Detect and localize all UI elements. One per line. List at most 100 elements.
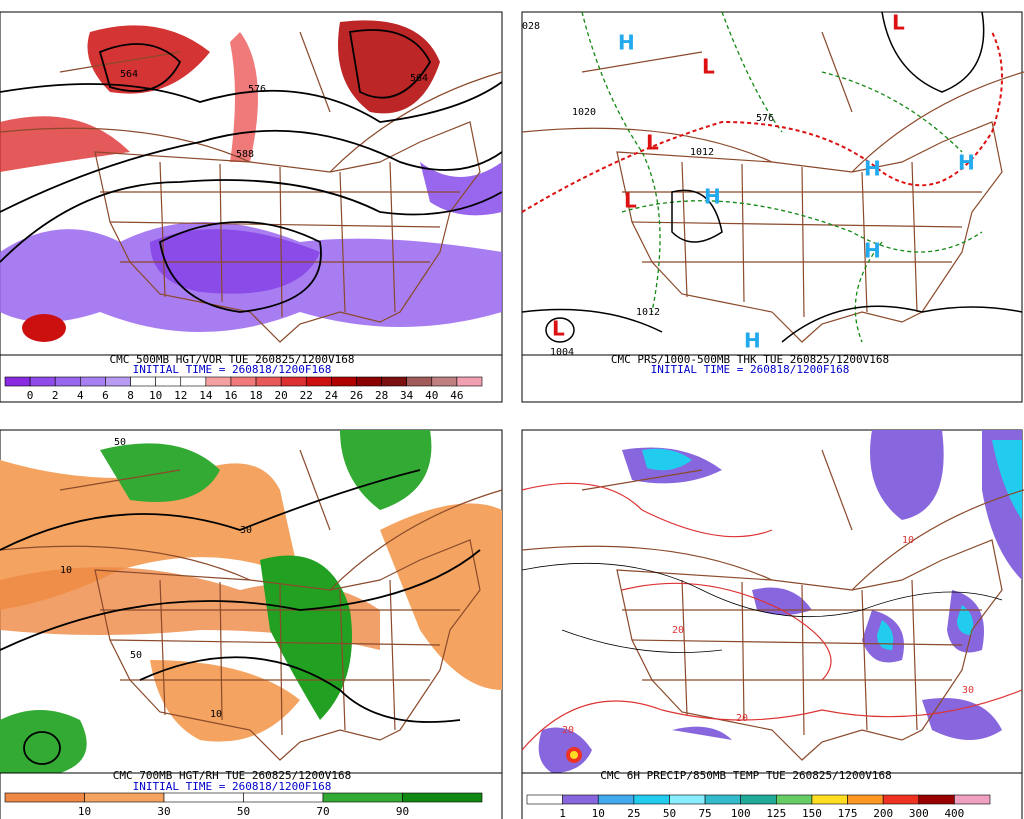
colorbar-swatch <box>381 376 407 387</box>
colorbar-swatch <box>740 794 777 805</box>
low-marker: L <box>892 11 905 35</box>
panel-vorticity: 564 576 588 564 CMC 500MB HGT/VOR TUE 26… <box>0 11 503 403</box>
caption-initial-time: INITIAL TIME = 260818/1200F168 <box>133 363 332 376</box>
colorbar-swatch <box>669 794 706 805</box>
low-marker: L <box>624 189 637 213</box>
colorbar-label: 75 <box>698 807 711 819</box>
contour-label: 30 <box>962 685 974 696</box>
colorbar-label: 46 <box>450 389 463 402</box>
colorbar-label: 18 <box>249 389 262 402</box>
colorbar-label: 90 <box>396 805 409 818</box>
colorbar-swatch <box>882 794 920 805</box>
colorbar-swatch <box>180 376 207 387</box>
high-marker: H <box>704 185 721 209</box>
colorbar-swatch <box>243 792 324 803</box>
colorbar-label: 10 <box>149 389 162 402</box>
colorbar-label: 300 <box>909 807 929 819</box>
colorbar-label: 175 <box>838 807 858 819</box>
colorbar-swatch <box>4 792 85 803</box>
colorbar-swatch <box>918 794 955 805</box>
colorbar-swatch <box>80 376 106 387</box>
colorbar-label: 8 <box>127 389 134 402</box>
high-marker: H <box>958 151 975 175</box>
contour-label: 10 <box>60 565 72 576</box>
colorbar-swatch <box>305 376 332 387</box>
colorbar-swatch <box>776 794 813 805</box>
colorbar-swatch <box>456 376 483 387</box>
colorbar-swatch <box>205 376 232 387</box>
colorbar-label: 150 <box>802 807 822 819</box>
colorbar-label: 25 <box>627 807 640 819</box>
panel-frame <box>521 11 1023 403</box>
colorbar-label: 100 <box>731 807 751 819</box>
colorbar-label: 10 <box>592 807 605 819</box>
contour-label: 1012 <box>636 307 660 318</box>
colorbar-label: 125 <box>766 807 786 819</box>
colorbar-swatch <box>331 376 357 387</box>
contour-label: 10 <box>902 535 914 546</box>
colorbar-label: 1 <box>559 807 566 819</box>
colorbar-label: 14 <box>199 389 213 402</box>
contour-label: 50 <box>130 650 142 661</box>
colorbar-label: 22 <box>300 389 313 402</box>
contour-label: 576 <box>756 113 774 124</box>
colorbar-label: 2 <box>52 389 59 402</box>
colorbar-swatch <box>847 794 884 805</box>
colorbar-label: 10 <box>78 805 91 818</box>
colorbar-swatch <box>811 794 848 805</box>
contour-label: 50 <box>114 437 126 448</box>
caption-title: CMC 6H PRECIP/850MB TEMP TUE 260825/1200… <box>600 769 891 782</box>
colorbar-swatch <box>255 376 282 387</box>
caption-title: CMC 700MB HGT/RH TUE 260825/1200V168 <box>113 769 351 782</box>
contour-label: 588 <box>236 149 254 160</box>
contour-label: 564 <box>410 73 428 84</box>
colorbar-swatch <box>163 792 244 803</box>
colorbar-swatch <box>704 794 741 805</box>
caption-title: CMC PRS/1000-500MB THK TUE 260825/1200V1… <box>611 353 889 366</box>
colorbar-label: 400 <box>944 807 964 819</box>
colorbar: 10 30 50 70 90 <box>4 792 483 818</box>
colorbar-swatch <box>155 376 182 387</box>
high-marker: H <box>864 239 881 263</box>
colorbar-swatch <box>406 376 433 387</box>
caption-initial-time: INITIAL TIME = 260818/1200F168 <box>133 780 332 793</box>
map: H H H H H H L L L L L 1020 1012 1004 576… <box>521 11 1024 358</box>
colorbar-swatch <box>105 376 131 387</box>
colorbar: 0 2 4 6 8 10 12 14 16 18 20 22 24 26 28 34 40 46 <box>4 376 483 402</box>
colorbar-swatch <box>431 376 458 387</box>
high-marker: H <box>618 31 635 55</box>
colorbar-label: 20 <box>275 389 288 402</box>
colorbar-swatch <box>230 376 257 387</box>
contour-label: 1012 <box>690 147 714 158</box>
colorbar-swatch <box>402 792 483 803</box>
colorbar-label: 70 <box>316 805 329 818</box>
contour-label: 576 <box>248 84 266 95</box>
colorbar-swatch <box>633 794 670 805</box>
colorbar-label: 28 <box>375 389 388 402</box>
low-marker: L <box>702 55 715 79</box>
colorbar-swatch <box>4 376 31 387</box>
colorbar-swatch <box>562 794 599 805</box>
colorbar-swatch <box>29 376 56 387</box>
colorbar-swatch <box>130 376 156 387</box>
map: 20 20 10 30 20 <box>521 430 1024 774</box>
panel-humidity: 50 10 30 50 10 CMC 700MB HGT/RH TUE 2608… <box>0 429 503 819</box>
low-marker: L <box>646 131 659 155</box>
colorbar-label: 34 <box>400 389 414 402</box>
colorbar-swatch <box>84 792 165 803</box>
panel-pressure: H H H H H H L L L L L 1020 1012 1004 576… <box>521 11 1024 403</box>
colorbar-label: 26 <box>350 389 363 402</box>
colorbar-swatch <box>280 376 307 387</box>
contour-label: 1020 <box>572 107 596 118</box>
high-marker: H <box>864 157 881 181</box>
colorbar-swatch <box>954 794 991 805</box>
contour-label: 564 <box>120 69 138 80</box>
colorbar-swatch <box>526 794 563 805</box>
high-marker: H <box>744 329 761 353</box>
low-marker: L <box>552 317 565 341</box>
colorbar-label: 12 <box>174 389 187 402</box>
caption-initial-time: INITIAL TIME = 260818/1200F168 <box>651 363 850 376</box>
contour-label: 10 <box>210 709 222 720</box>
caption-title: CMC 500MB HGT/VOR TUE 260825/1200V168 <box>109 353 354 366</box>
